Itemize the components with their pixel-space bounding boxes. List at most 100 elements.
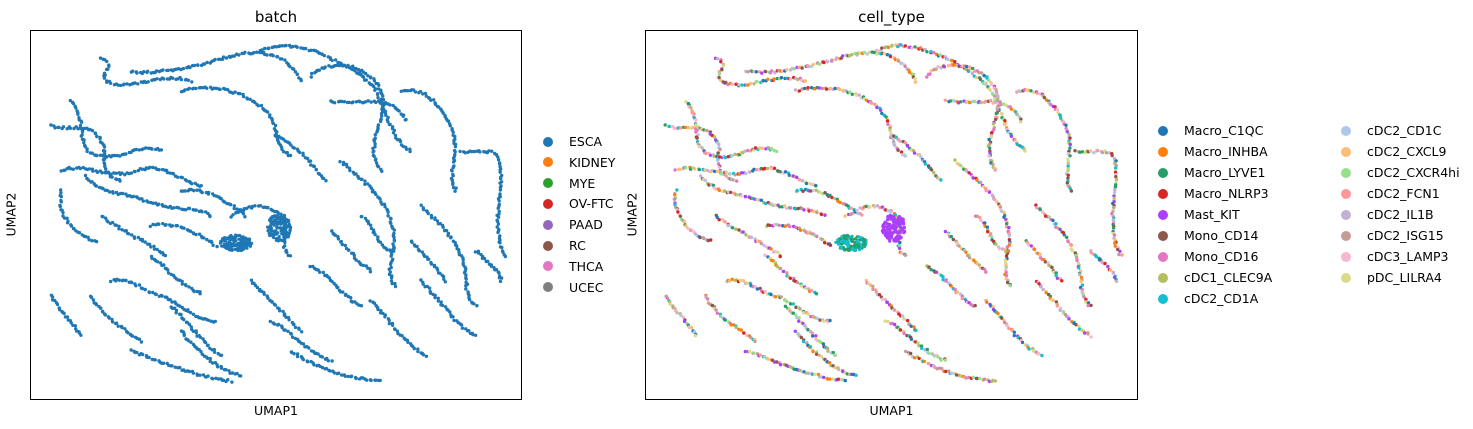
- scatter-point: [194, 86, 198, 91]
- scatter-point: [1114, 166, 1118, 170]
- scatter-point: [49, 123, 53, 127]
- scatter-point: [467, 329, 471, 333]
- scatter-point: [953, 158, 957, 162]
- scatter-point: [849, 237, 853, 241]
- scatter-point: [903, 253, 908, 257]
- scatter-point: [410, 240, 414, 244]
- scatter-point: [180, 282, 184, 286]
- scatter-point: [448, 310, 452, 314]
- scatter-point: [85, 149, 89, 154]
- scatter-point: [459, 323, 464, 327]
- scatter-point: [890, 233, 894, 237]
- scatter-point: [160, 294, 164, 298]
- scatter-point: [237, 53, 241, 57]
- scatter-point: [850, 92, 854, 96]
- scatter-point: [90, 128, 95, 133]
- scatter-point: [133, 169, 137, 174]
- scatter-point: [675, 188, 679, 192]
- scatter-point: [497, 209, 501, 214]
- scatter-point: [862, 50, 866, 55]
- scatter-point: [788, 276, 793, 280]
- scatter-point: [769, 292, 773, 297]
- scatter-point: [292, 67, 296, 71]
- scatter-point: [196, 63, 200, 67]
- scatter-point: [473, 333, 478, 337]
- scatter-point: [943, 229, 948, 234]
- scatter-point: [260, 48, 264, 52]
- scatter-point: [692, 167, 697, 171]
- scatter-point: [320, 365, 325, 370]
- cell-type-x-axis-label: UMAP1: [869, 403, 914, 418]
- scatter-point: [1113, 244, 1117, 248]
- scatter-point: [155, 247, 159, 252]
- scatter-point: [697, 144, 701, 149]
- scatter-point: [964, 250, 968, 254]
- scatter-point: [441, 275, 446, 279]
- scatter-point: [843, 378, 847, 383]
- scatter-point: [826, 349, 830, 353]
- scatter-point: [190, 80, 194, 84]
- scatter-point: [797, 89, 802, 93]
- scatter-point: [263, 46, 267, 51]
- scatter-point: [1004, 254, 1009, 258]
- scatter-point: [919, 155, 923, 159]
- scatter-point: [891, 230, 895, 235]
- scatter-point: [361, 263, 366, 268]
- legend-marker: [543, 282, 553, 293]
- scatter-point: [694, 118, 698, 122]
- scatter-point: [341, 162, 346, 167]
- scatter-point: [120, 325, 124, 330]
- scatter-point: [1070, 248, 1074, 253]
- scatter-point: [755, 287, 760, 291]
- scatter-point: [346, 374, 350, 379]
- scatter-point: [309, 75, 313, 79]
- scatter-point: [297, 327, 301, 331]
- scatter-point: [295, 352, 300, 356]
- scatter-point: [124, 229, 128, 233]
- scatter-point: [823, 191, 827, 195]
- scatter-point: [368, 76, 373, 80]
- scatter-point: [368, 299, 372, 303]
- scatter-point: [285, 224, 289, 228]
- scatter-point: [797, 178, 802, 182]
- scatter-point: [270, 300, 274, 304]
- scatter-point: [818, 190, 822, 195]
- scatter-point: [255, 50, 259, 54]
- scatter-point: [748, 149, 753, 153]
- scatter-point: [939, 358, 943, 362]
- scatter-point: [239, 208, 243, 212]
- scatter-point: [907, 322, 911, 326]
- scatter-point: [198, 335, 203, 339]
- scatter-point: [979, 218, 983, 222]
- scatter-point: [114, 223, 119, 227]
- scatter-point: [343, 374, 347, 378]
- scatter-point: [336, 237, 341, 241]
- scatter-point: [304, 46, 308, 51]
- scatter-point: [730, 154, 734, 158]
- scatter-point: [838, 200, 842, 205]
- scatter-point: [977, 71, 981, 75]
- scatter-point: [1112, 205, 1116, 210]
- scatter-point: [388, 122, 392, 127]
- scatter-point: [210, 240, 214, 245]
- scatter-point: [238, 91, 242, 96]
- legend-label: THCA: [569, 258, 604, 274]
- scatter-point: [964, 169, 969, 173]
- scatter-point: [241, 212, 246, 216]
- scatter-point: [775, 264, 780, 269]
- scatter-point: [783, 170, 788, 174]
- scatter-point: [289, 143, 293, 147]
- scatter-point: [285, 234, 289, 238]
- scatter-point: [496, 230, 500, 235]
- scatter-point: [781, 269, 786, 274]
- scatter-point: [165, 170, 170, 175]
- scatter-point: [421, 207, 426, 212]
- scatter-point: [191, 371, 195, 375]
- scatter-point: [220, 244, 224, 248]
- scatter-point: [498, 185, 503, 190]
- scatter-point: [686, 125, 691, 130]
- scatter-point: [734, 82, 738, 86]
- legend-marker: [1158, 251, 1168, 262]
- scatter-point: [234, 243, 238, 247]
- scatter-point: [903, 44, 907, 48]
